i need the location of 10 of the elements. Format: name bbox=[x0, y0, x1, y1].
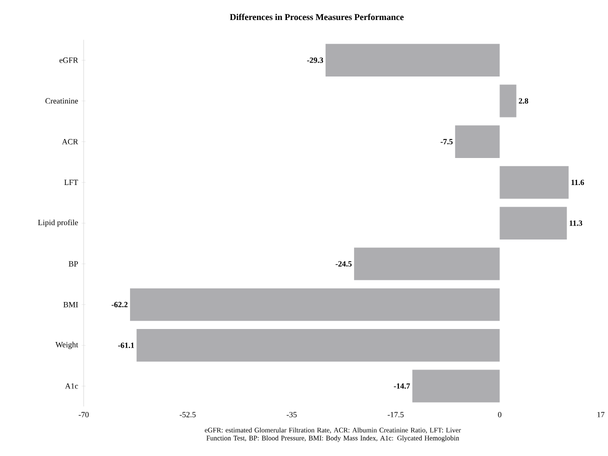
bar bbox=[500, 206, 567, 240]
bar bbox=[500, 166, 569, 199]
bar bbox=[136, 328, 500, 362]
bar bbox=[354, 247, 500, 280]
bar bbox=[130, 288, 500, 321]
chart-title: Differences in Process Measures Performance bbox=[230, 14, 404, 20]
bar bbox=[500, 84, 516, 118]
bar bbox=[326, 44, 500, 76]
bar bbox=[412, 370, 500, 402]
bar bbox=[455, 125, 500, 158]
